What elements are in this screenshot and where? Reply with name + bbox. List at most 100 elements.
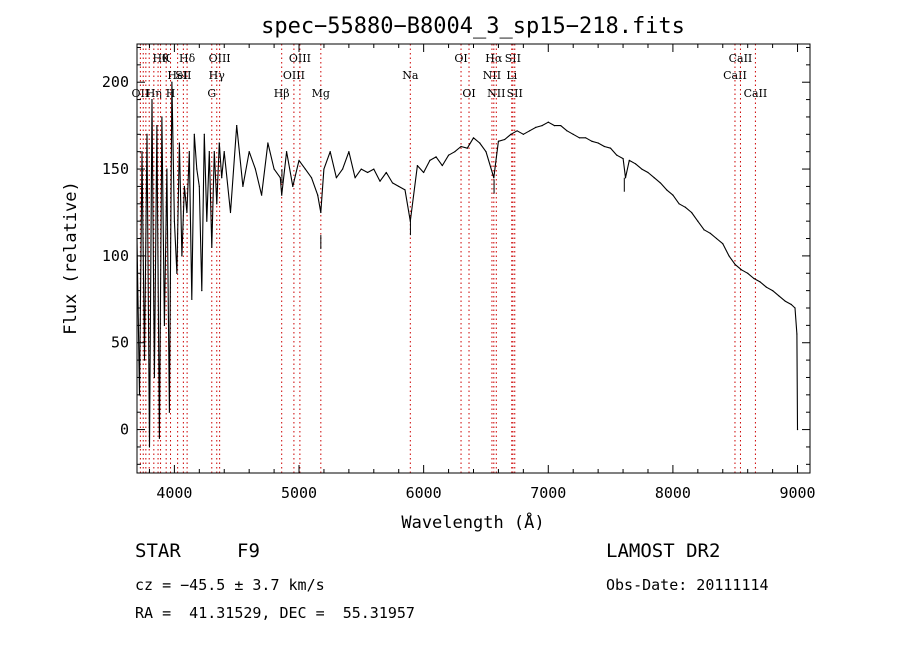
spectrum-point — [628, 159, 630, 161]
line-marker-label-20: OI — [454, 52, 467, 65]
spectrum-point — [466, 147, 468, 149]
spectrum-point — [765, 286, 767, 288]
spectrum-point — [138, 394, 141, 396]
spectrum-point — [429, 159, 431, 161]
spectrum-point — [223, 151, 225, 153]
spectrum-point — [504, 138, 506, 141]
spectrum-line-0 — [136, 81, 799, 448]
spectrum-point — [578, 137, 581, 139]
spectrum-point — [423, 171, 425, 174]
object-type: STAR — [135, 540, 181, 562]
spectrum-point — [641, 168, 643, 170]
line-marker-label-25: Li — [506, 69, 517, 82]
x-tick-label-4: 8000 — [655, 484, 691, 502]
spectrum-point — [146, 133, 148, 135]
line-marker-label-22: NII — [483, 69, 501, 82]
spectrum-point — [522, 133, 524, 135]
spectrum-point — [366, 171, 369, 174]
spectrum-point — [585, 137, 587, 139]
spectrum-point — [143, 359, 146, 361]
spectrum-point — [151, 98, 153, 101]
spectrum-point — [684, 206, 686, 208]
spectrum-point — [516, 130, 518, 132]
spectrum-point — [173, 220, 175, 222]
y-tick-label-2: 100 — [102, 247, 129, 265]
spectrum-point — [597, 142, 599, 144]
y-tick-label-0: 0 — [120, 421, 129, 439]
spectrum-point — [279, 177, 281, 179]
spectrum-point — [759, 281, 761, 283]
spectrum-point — [229, 211, 232, 214]
spectrum-point — [323, 168, 325, 170]
spectrum-point — [176, 272, 178, 274]
line-marker-label-14: OIII — [209, 52, 231, 65]
spectrum-point — [191, 298, 193, 300]
spectrum-point — [310, 177, 313, 179]
line-marker-label-29: CaII — [729, 52, 753, 65]
spectrum-point — [753, 277, 755, 280]
spectrum-point — [168, 411, 171, 413]
spectrum-point — [722, 243, 724, 245]
spectrum-point — [273, 168, 275, 170]
line-marker-label-23: Hα — [485, 52, 503, 65]
spectrum-point — [385, 171, 387, 174]
spectrum-point — [622, 158, 624, 160]
spectral-subclass: F9 — [237, 540, 260, 562]
spectrum-point — [493, 177, 495, 179]
spectrum-point — [242, 185, 244, 188]
spectrum-point — [591, 140, 593, 142]
spectrum-point — [267, 142, 269, 144]
spectrum-point — [153, 376, 156, 379]
spectrum-point — [178, 142, 180, 144]
spectrum-point — [447, 154, 450, 156]
observation-date: Obs-Date: 20111114 — [606, 576, 769, 594]
spectrum-point — [616, 154, 618, 156]
spectrum-point — [547, 121, 549, 123]
spectrum-point — [298, 159, 300, 161]
spectrum-point — [460, 145, 462, 148]
spectrum-point — [553, 125, 556, 127]
x-tick-label-1: 5000 — [281, 484, 317, 502]
line-marker-label-21: OI — [462, 87, 475, 100]
spectrum-point — [218, 142, 220, 144]
spectrum-point — [201, 290, 203, 292]
spectrum-point — [709, 232, 711, 234]
spectrum-point — [166, 168, 168, 170]
line-marker-label-4: Hη — [146, 87, 162, 100]
spectrum-point — [479, 142, 481, 144]
line-marker-label-0: OII — [132, 87, 150, 100]
spectrum-point — [141, 151, 143, 153]
plot-frame — [136, 43, 811, 474]
spectrum-point — [747, 272, 749, 274]
line-marker-label-9: HeI — [167, 69, 187, 82]
x-tick-label-2: 6000 — [406, 484, 442, 502]
line-marker-label-27: SII — [507, 87, 523, 100]
emission-line-markers: OIIHηHθKHHeISIIHδGHγOIIIHβOIIIOIIIMgNaOI… — [132, 44, 768, 473]
spectrum-point — [566, 130, 568, 132]
line-marker-label-30: CaII — [744, 87, 768, 100]
spectrum-point — [161, 116, 163, 118]
spectrum-point — [772, 290, 774, 292]
spectrum-point — [778, 295, 780, 297]
spectrum-point — [734, 263, 736, 266]
spectrum-point — [304, 168, 306, 170]
spectrum-point — [216, 203, 218, 205]
chart-title: spec−55880−B8004_3_sp15−218.fits — [261, 14, 685, 39]
spectrum-point — [193, 133, 195, 135]
spectrum-point — [497, 140, 500, 142]
spectrum-point — [541, 125, 543, 127]
x-axis-label: Wavelength (Å) — [401, 511, 544, 533]
line-marker-label-12: G — [207, 87, 216, 100]
spectrum-point — [784, 300, 786, 302]
spectrum-point — [441, 164, 443, 167]
spectrum-point — [472, 137, 475, 139]
spectrum-point — [188, 151, 190, 153]
coordinates: RA = 41.31529, DEC = 55.31957 — [135, 604, 415, 622]
spectrum-point — [624, 177, 627, 179]
spectrum-point — [794, 307, 796, 309]
spectrum-point — [163, 324, 166, 326]
spectrum-point — [659, 182, 662, 184]
spectrum-point — [221, 177, 223, 179]
line-marker-label-19: Na — [402, 69, 419, 82]
x-tick-label-5: 9000 — [779, 484, 815, 502]
